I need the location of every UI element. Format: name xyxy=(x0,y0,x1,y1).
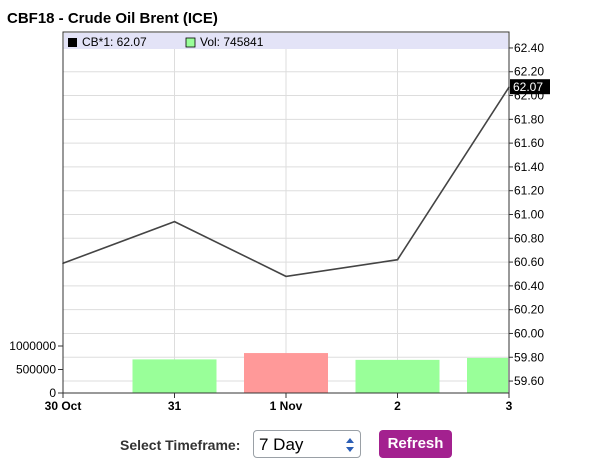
price-tick-label: 62.20 xyxy=(514,65,544,79)
price-point xyxy=(285,275,287,278)
date-tick-label: 3 xyxy=(506,399,513,413)
date-tick-label: 1 Nov xyxy=(270,399,303,413)
price-point xyxy=(396,258,399,261)
timeframe-value: 7 Day xyxy=(259,435,304,454)
timeframe-label: Select Timeframe: xyxy=(120,437,241,453)
price-tick-label: 60.80 xyxy=(514,231,544,245)
volume-axis: 1000000 500000 0 xyxy=(9,32,64,400)
date-axis: 30 Oct 31 1 Nov 2 3 xyxy=(45,392,513,413)
select-arrows-icon xyxy=(346,438,354,452)
price-tick-label: 61.00 xyxy=(514,208,544,222)
volume-bar xyxy=(244,353,328,393)
date-tick-label: 2 xyxy=(394,399,401,413)
legend-volume-swatch xyxy=(185,37,196,48)
price-tick-label: 61.20 xyxy=(514,184,544,198)
controls-bar: Select Timeframe: 7 Day Refresh xyxy=(0,429,590,461)
date-tick-label: 30 Oct xyxy=(45,399,82,413)
price-tick-label: 61.40 xyxy=(514,160,544,174)
price-tick-label: 59.80 xyxy=(514,350,544,364)
refresh-button[interactable]: Refresh xyxy=(379,430,452,458)
legend-price-swatch xyxy=(68,38,77,47)
price-volume-chart: CB*1: 62.07 Vol: 745841 62.4062.2062.006… xyxy=(9,31,550,413)
volume-bar xyxy=(467,357,508,393)
price-tick-label: 59.60 xyxy=(514,374,544,388)
last-price-label: 62.07 xyxy=(513,80,543,94)
volume-bar xyxy=(355,359,440,393)
date-tick-label: 31 xyxy=(168,399,182,413)
volume-tick-label: 1000000 xyxy=(9,339,56,353)
volume-tick-label: 0 xyxy=(49,386,56,400)
legend-volume-label: Vol: 745841 xyxy=(200,35,264,49)
price-point xyxy=(173,220,176,223)
timeframe-select[interactable]: 7 Day xyxy=(253,430,361,458)
volume-bars xyxy=(132,353,508,393)
price-tick-label: 62.40 xyxy=(514,41,544,55)
last-price-box xyxy=(510,79,550,95)
volume-bar xyxy=(132,359,217,393)
price-tick-label: 61.80 xyxy=(514,112,544,126)
price-tick-label: 60.60 xyxy=(514,255,544,269)
price-tick-label: 60.40 xyxy=(514,279,544,293)
price-tick-label: 60.00 xyxy=(514,326,544,340)
legend-price-label: CB*1: 62.07 xyxy=(82,35,147,49)
legend-band xyxy=(64,33,508,49)
last-price-marker: 62.07 xyxy=(510,79,550,95)
volume-tick-label: 500000 xyxy=(16,363,56,377)
price-tick-label: 61.60 xyxy=(514,136,544,150)
chart-title: CBF18 - Crude Oil Brent (ICE) xyxy=(7,10,218,27)
grid-lines xyxy=(63,33,509,393)
price-tick-label: 60.20 xyxy=(514,303,544,317)
